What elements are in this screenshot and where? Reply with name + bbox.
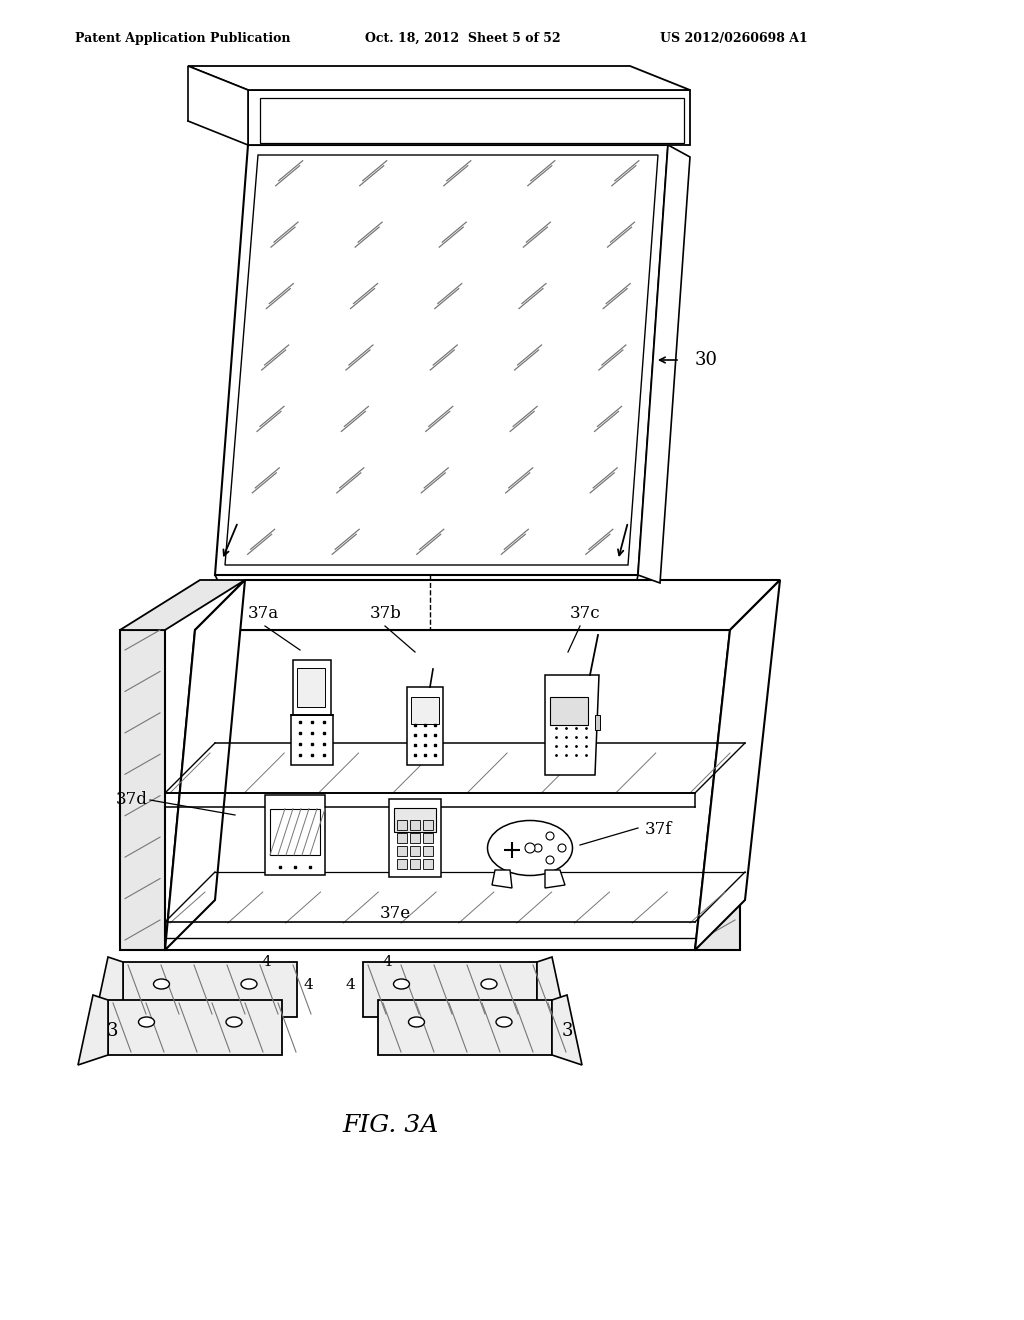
Text: Oct. 18, 2012  Sheet 5 of 52: Oct. 18, 2012 Sheet 5 of 52 [365,32,560,45]
Ellipse shape [154,979,170,989]
Bar [410,859,420,869]
Polygon shape [195,579,780,630]
Text: 4: 4 [262,954,271,969]
Polygon shape [695,579,780,950]
Bar [397,859,407,869]
Circle shape [534,843,542,851]
Polygon shape [93,957,123,1027]
Polygon shape [362,962,537,1016]
Polygon shape [695,579,780,630]
Ellipse shape [138,1016,155,1027]
Polygon shape [545,870,565,888]
Bar [550,697,588,725]
Circle shape [558,843,566,851]
Bar [397,846,407,857]
Text: 3: 3 [561,1022,572,1040]
Bar [423,820,433,830]
Bar [423,846,433,857]
Text: 37d: 37d [116,792,148,808]
Bar [410,833,420,843]
Polygon shape [695,630,740,950]
Polygon shape [389,799,441,876]
Polygon shape [492,870,512,888]
Bar [423,833,433,843]
Polygon shape [638,145,690,583]
Text: 3: 3 [106,1022,118,1040]
Polygon shape [123,962,297,1016]
Polygon shape [108,1001,282,1055]
Bar [423,859,433,869]
Polygon shape [265,795,325,875]
Bar [397,820,407,830]
Bar [397,833,407,843]
Polygon shape [293,660,331,715]
Bar [410,820,420,830]
Polygon shape [378,1001,552,1055]
Circle shape [546,832,554,840]
Polygon shape [188,66,248,145]
Text: 37f: 37f [645,821,673,838]
Text: 4: 4 [382,954,392,969]
Polygon shape [165,630,730,950]
Polygon shape [215,145,668,576]
Text: 37b: 37b [370,605,401,622]
Polygon shape [552,995,582,1065]
Circle shape [546,855,554,865]
Text: FIG. 3A: FIG. 3A [342,1114,438,1137]
Polygon shape [78,995,108,1065]
Polygon shape [188,66,690,90]
Bar [410,846,420,857]
Circle shape [525,843,535,853]
Text: US 2012/0260698 A1: US 2012/0260698 A1 [660,32,808,45]
Ellipse shape [226,1016,242,1027]
Ellipse shape [496,1016,512,1027]
Text: 37c: 37c [570,605,601,622]
Ellipse shape [487,821,572,875]
Bar [595,715,600,730]
Polygon shape [291,715,333,766]
Bar [270,809,319,855]
Ellipse shape [393,979,410,989]
Text: 4: 4 [345,978,355,993]
Polygon shape [248,90,690,145]
Polygon shape [120,579,245,630]
Ellipse shape [409,1016,425,1027]
Polygon shape [165,579,245,950]
Ellipse shape [481,979,497,989]
Text: 30: 30 [695,351,718,370]
Bar [297,668,325,708]
Ellipse shape [241,979,257,989]
Polygon shape [537,957,567,1027]
Text: 4: 4 [303,978,312,993]
Polygon shape [407,686,443,766]
Bar [394,808,436,832]
Text: 37e: 37e [380,906,411,921]
Text: 37a: 37a [248,605,280,622]
Polygon shape [120,630,165,950]
Polygon shape [545,675,599,775]
Text: Patent Application Publication: Patent Application Publication [75,32,291,45]
Bar [411,697,439,725]
